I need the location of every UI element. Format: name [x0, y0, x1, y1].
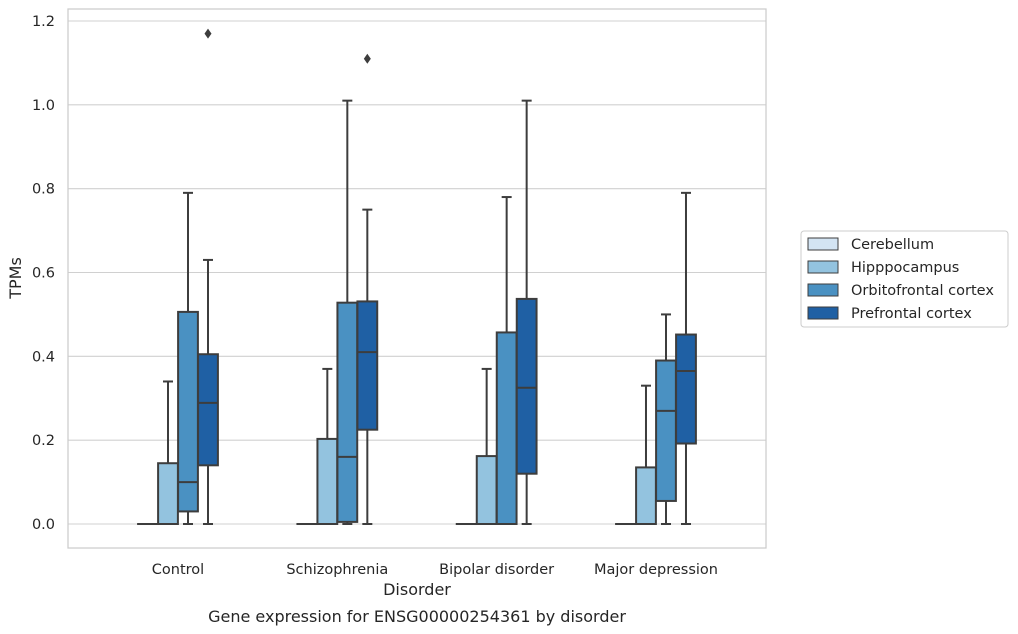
- legend-label: Cerebellum: [851, 237, 934, 253]
- legend-swatch: [807, 260, 839, 274]
- box: [675, 333, 697, 445]
- box-group: [635, 384, 657, 525]
- y-tick-label: 0.8: [32, 182, 55, 198]
- legend-label: Hipppocampus: [851, 260, 959, 276]
- box-group: [655, 313, 677, 525]
- box: [336, 301, 359, 523]
- legend: Cerebellum Hipppocampus Orbitofrontal cort…: [800, 230, 1009, 328]
- box: [655, 359, 677, 502]
- y-tick-label: 0.2: [32, 433, 55, 449]
- y-tick-labels: 0.0 0.2 0.4 0.6 0.8 1.0 1.2: [32, 14, 55, 533]
- y-axis-label: TPMs: [6, 257, 25, 300]
- y-tick-label: 0.4: [32, 349, 55, 365]
- box-group: [675, 191, 697, 525]
- x-tick-label: Schizophrenia: [286, 562, 388, 578]
- box-group: [316, 367, 339, 525]
- box-group: [356, 53, 379, 525]
- legend-frame: [800, 230, 1009, 328]
- outlier-point: [204, 28, 212, 39]
- x-tick-labels: Control Schizophrenia Bipolar disorder Majo…: [152, 562, 718, 578]
- box: [316, 437, 339, 525]
- legend-swatch: [807, 306, 839, 320]
- box-group: [157, 380, 179, 525]
- box: [157, 462, 179, 525]
- x-axis-label: Disorder: [383, 580, 451, 599]
- box: [197, 353, 219, 467]
- y-tick-label: 1.2: [32, 14, 55, 30]
- legend-swatch: [807, 237, 839, 251]
- outlier-point: [363, 53, 371, 64]
- box: [475, 455, 498, 525]
- box: [356, 300, 379, 431]
- chart-title: Gene expression for ENSG00000254361 by d…: [208, 607, 626, 626]
- box-group: [475, 367, 498, 525]
- x-tick-label: Major depression: [594, 562, 718, 578]
- y-tick-label: 0.0: [32, 517, 55, 533]
- box: [515, 297, 538, 475]
- box-group: [515, 99, 538, 525]
- box-group: [177, 191, 199, 525]
- box-group: [495, 196, 518, 525]
- legend-label: Orbitofrontal cortex: [851, 283, 994, 299]
- x-tick-label: Control: [152, 562, 204, 578]
- box: [495, 331, 518, 525]
- box-group: [336, 99, 359, 525]
- box-plot-marks: [137, 28, 697, 526]
- plot-frame: [67, 8, 767, 549]
- y-tick-label: 1.0: [32, 98, 55, 114]
- box: [635, 466, 657, 525]
- x-tick-label: Bipolar disorder: [439, 562, 554, 578]
- y-tick-label: 0.6: [32, 265, 55, 281]
- box-group: [197, 28, 219, 525]
- legend-swatch: [807, 283, 839, 297]
- legend-label: Prefrontal cortex: [851, 306, 972, 322]
